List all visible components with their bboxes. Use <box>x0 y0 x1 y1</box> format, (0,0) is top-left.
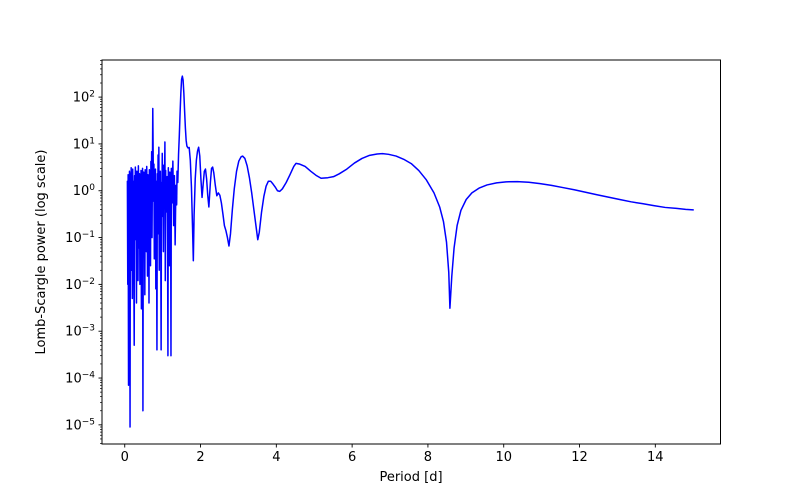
x-tick-label: 2 <box>196 450 204 465</box>
y-tick-label: 10−4 <box>65 371 95 387</box>
y-tick-exponent: −3 <box>82 324 95 334</box>
y-tick-exponent: −2 <box>82 277 95 287</box>
y-tick-label: 10−5 <box>65 417 95 433</box>
x-tick-label: 12 <box>571 450 588 465</box>
y-tick-label: 100 <box>73 183 96 199</box>
x-tick-label: 0 <box>121 450 129 465</box>
y-tick-exponent: −1 <box>82 230 95 240</box>
x-axis-label: Period [d] <box>379 470 442 485</box>
power-curve <box>126 75 694 428</box>
x-tick-label: 14 <box>647 450 664 465</box>
x-tick-label: 4 <box>272 450 280 465</box>
x-tick-label: 10 <box>495 450 512 465</box>
y-axis-label: Lomb-Scargle power (log scale) <box>34 150 49 355</box>
x-tick-label: 6 <box>348 450 356 465</box>
y-tick-label: 10−1 <box>65 230 95 246</box>
y-tick-label: 102 <box>73 90 95 106</box>
y-tick-label: 10−3 <box>65 324 95 340</box>
x-tick-label: 8 <box>424 450 432 465</box>
y-tick-exponent: 0 <box>89 183 95 193</box>
y-tick-exponent: 1 <box>89 136 95 146</box>
data-curve-group <box>126 75 694 428</box>
y-tick-label: 10−2 <box>65 277 95 293</box>
y-tick-label: 101 <box>73 136 95 152</box>
y-tick-exponent: −4 <box>82 371 96 381</box>
y-tick-exponent: −5 <box>82 417 95 427</box>
y-tick-exponent: 2 <box>89 90 95 100</box>
axes-spines <box>101 59 721 445</box>
